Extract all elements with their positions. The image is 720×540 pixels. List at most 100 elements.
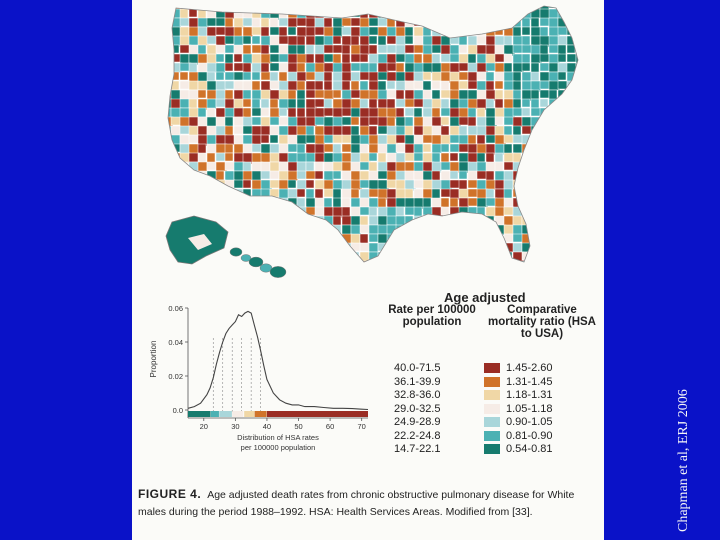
map-region <box>530 107 542 117</box>
map-region <box>287 233 300 243</box>
map-region <box>359 224 370 234</box>
map-region <box>557 80 568 90</box>
map-region <box>296 98 306 110</box>
map-region <box>449 197 459 208</box>
map-region <box>278 161 289 173</box>
map-region <box>530 35 542 47</box>
map-region <box>377 44 389 54</box>
map-region <box>485 224 495 234</box>
map-region <box>494 260 505 262</box>
map-region <box>287 53 299 65</box>
map-region <box>359 6 370 10</box>
map-region <box>368 125 378 136</box>
map-region <box>179 197 191 209</box>
map-region <box>350 6 361 12</box>
map-region <box>323 26 335 38</box>
map-region <box>566 224 576 235</box>
map-region <box>485 188 495 199</box>
map-region <box>359 44 370 56</box>
map-region <box>252 270 261 278</box>
map-region <box>332 170 342 180</box>
map-region <box>296 6 307 9</box>
hawaii-island <box>240 254 252 262</box>
map-region <box>494 251 506 262</box>
map-region <box>557 26 569 36</box>
map-region <box>171 270 181 278</box>
map-region <box>350 116 360 126</box>
map-region <box>233 233 246 243</box>
map-region <box>269 116 281 126</box>
ratio-label: 1.45-2.60 <box>506 362 553 374</box>
map-region <box>395 35 407 46</box>
map-region <box>449 170 459 180</box>
map-region <box>269 197 279 207</box>
map-region <box>539 179 549 192</box>
map-region <box>431 170 441 182</box>
map-region <box>575 8 578 20</box>
map-region <box>468 270 476 280</box>
map-region <box>566 125 578 135</box>
map-region <box>168 188 173 198</box>
map-region <box>404 71 415 82</box>
map-region <box>278 206 288 218</box>
map-region <box>305 125 315 137</box>
map-region <box>494 188 506 200</box>
map-region <box>350 206 362 218</box>
map-region <box>215 206 227 219</box>
map-region <box>351 270 359 280</box>
map-region <box>440 170 451 182</box>
map-region <box>260 143 272 155</box>
map-region <box>332 242 344 252</box>
map-region <box>422 197 432 209</box>
map-region <box>431 215 442 228</box>
map-region <box>422 179 434 190</box>
map-region <box>278 53 290 63</box>
map-region <box>260 44 270 55</box>
map-region <box>404 44 416 54</box>
map-region <box>359 71 370 81</box>
map-region <box>197 170 209 182</box>
map-region <box>233 260 245 262</box>
map-region <box>395 98 407 108</box>
map-region <box>476 17 488 28</box>
map-region <box>287 116 299 127</box>
map-region <box>440 17 451 30</box>
map-region <box>503 8 516 19</box>
map-region <box>188 134 200 144</box>
map-region <box>215 170 225 181</box>
map-region <box>476 107 486 118</box>
map-region <box>449 152 459 162</box>
map-region <box>557 215 570 228</box>
map-region <box>521 116 532 127</box>
map-region <box>413 44 425 54</box>
map-region <box>566 242 576 252</box>
rate-strip-segment <box>219 411 232 417</box>
map-region <box>575 80 578 91</box>
map-region <box>269 17 279 29</box>
map-region <box>350 224 362 236</box>
ratio-swatch <box>484 363 500 374</box>
map-region <box>404 8 414 19</box>
map-region <box>521 107 531 117</box>
map-region <box>305 224 317 237</box>
map-region <box>548 116 558 126</box>
map-region <box>251 206 261 216</box>
map-region <box>431 98 442 109</box>
map-region <box>197 206 208 216</box>
map-region <box>224 206 236 217</box>
map-region <box>386 62 398 72</box>
map-region <box>413 98 425 108</box>
map-region <box>566 161 578 171</box>
map-region <box>233 44 245 56</box>
map-region <box>404 35 414 45</box>
map-region <box>224 188 235 201</box>
map-region <box>449 260 461 262</box>
map-region <box>206 62 218 74</box>
map-region <box>305 242 316 253</box>
map-region <box>296 179 308 190</box>
map-region <box>350 125 360 137</box>
map-region <box>575 107 578 119</box>
map-region <box>521 26 531 36</box>
map-region <box>242 242 253 254</box>
map-region <box>431 6 442 11</box>
